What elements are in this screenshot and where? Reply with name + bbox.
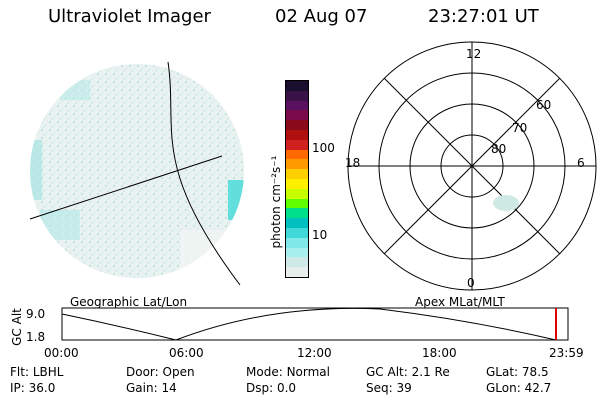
xtick-0600: 06:00 [169,346,204,360]
colorbar-segment [286,149,308,160]
colorbar-segment [286,267,308,277]
colorbar-segment [286,90,308,101]
colorbar-segment [286,188,308,199]
colorbar [285,80,309,278]
info-seq: Seq: 39 [366,381,412,395]
colorbar-segment [286,178,308,189]
timeline-right-caption: Apex MLat/MLT [415,295,505,309]
colorbar-segment [286,120,308,130]
lat-label-70: 70 [512,121,528,135]
timeline-ylabel: GC Alt [10,308,24,346]
xtick-2359: 23:59 [549,346,584,360]
colorbar-segment [286,129,308,140]
info-glon: GLon: 42.7 [486,381,552,395]
xtick-1200: 12:00 [297,346,332,360]
colorbar-segment [286,198,308,209]
colorbar-segment [286,169,308,179]
orbit-track-line [29,155,223,220]
ytick-9: 9.0 [26,307,46,321]
date-label: 02 Aug 07 [275,6,368,27]
info-gc-alt: GC Alt: 2.1 Re [366,365,450,379]
info-flt: Flt: LBHL [10,365,64,379]
terminator-line [167,61,241,286]
timeline-left-caption: Geographic Lat/Lon [70,295,188,309]
lat-label-60: 60 [536,98,552,112]
colorbar-segment [286,218,308,228]
colorbar-segment [286,257,308,268]
info-glat: GLat: 78.5 [486,365,549,379]
colorbar-segment [286,247,308,258]
colorbar-segment [286,159,308,170]
colorbar-segment [286,100,308,111]
info-door: Door: Open [126,365,195,379]
mlt-label-6: 6 [577,156,585,170]
mlt-label-18: 18 [345,156,361,170]
mlt-label-12: 12 [466,47,482,61]
colorbar-segment [286,81,308,91]
info-mode: Mode: Normal [246,365,330,379]
xtick-1800: 18:00 [422,346,457,360]
xtick-0000: 00:00 [44,346,79,360]
info-gain: Gain: 14 [126,381,177,395]
colorbar-segment [286,139,308,150]
colorbar-label: photon cm⁻²s⁻¹ [269,155,283,249]
colorbar-segment [286,208,308,219]
colorbar-tick-100: 100 [312,141,335,155]
colorbar-tick-10: 10 [312,228,328,242]
colorbar-segment [286,227,308,238]
ytick-1-8: 1.8 [26,330,46,344]
info-dsp: Dsp: 0.0 [246,381,297,395]
mlt-label-0: 0 [467,276,475,290]
lat-label-80: 80 [491,142,507,156]
time-label: 23:27:01 UT [428,6,539,27]
colorbar-segment [286,237,308,248]
info-ip: IP: 36.0 [10,381,56,395]
colorbar-segment [286,110,308,121]
instrument-title: Ultraviolet Imager [48,6,211,27]
